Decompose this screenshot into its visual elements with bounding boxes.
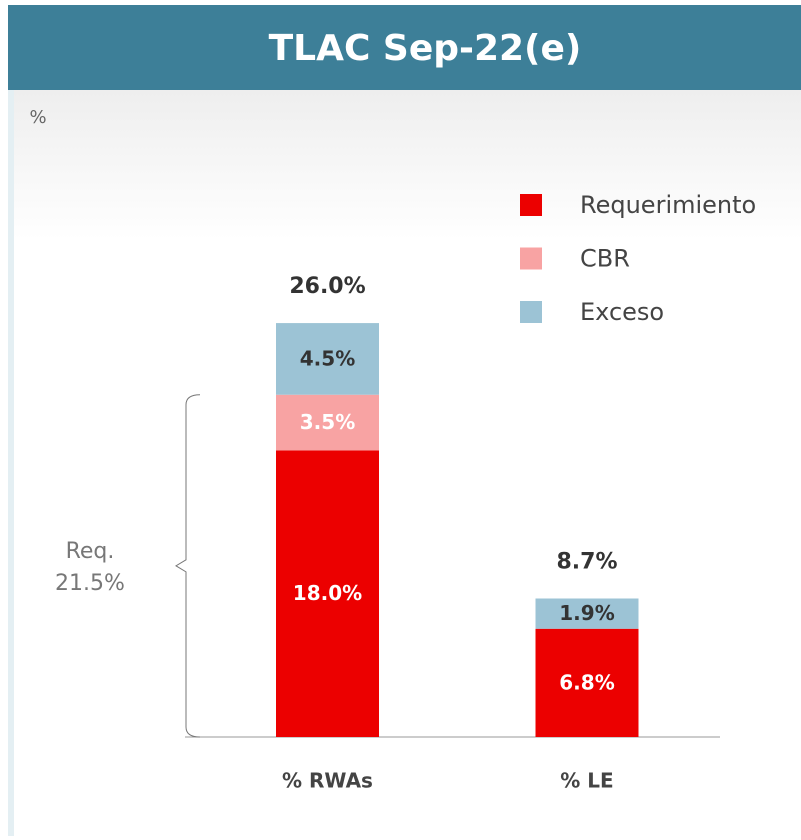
header-shade [8,90,801,240]
x-tick-label: % RWAs [282,769,373,793]
value-label: 4.5% [300,346,355,370]
legend-label: Requerimiento [580,191,756,219]
bar-segment [276,450,379,737]
value-label: 6.8% [559,670,614,694]
bracket-label: Req. [66,539,115,564]
chart-title: TLAC Sep-22(e) [269,28,582,69]
legend-label: Exceso [580,298,664,326]
bar-segment [276,394,379,451]
legend-swatch [520,301,542,323]
value-label: 1.9% [559,601,614,625]
bracket-value: 21.5% [55,571,125,596]
title-band [8,5,801,90]
value-label: 3.5% [300,410,355,434]
total-label: 26.0% [289,274,365,299]
bar-segment [535,628,639,737]
bar-segment [535,598,639,629]
legend-swatch [520,247,542,270]
value-label: 18.0% [293,581,362,605]
legend-label: CBR [580,245,630,273]
legend-swatch [520,194,542,216]
total-label: 8.7% [556,549,617,574]
left-border [8,90,14,836]
unit-label: % [29,107,46,128]
x-tick-label: % LE [560,769,613,793]
bracket [175,394,201,738]
bar-segment [276,323,379,395]
